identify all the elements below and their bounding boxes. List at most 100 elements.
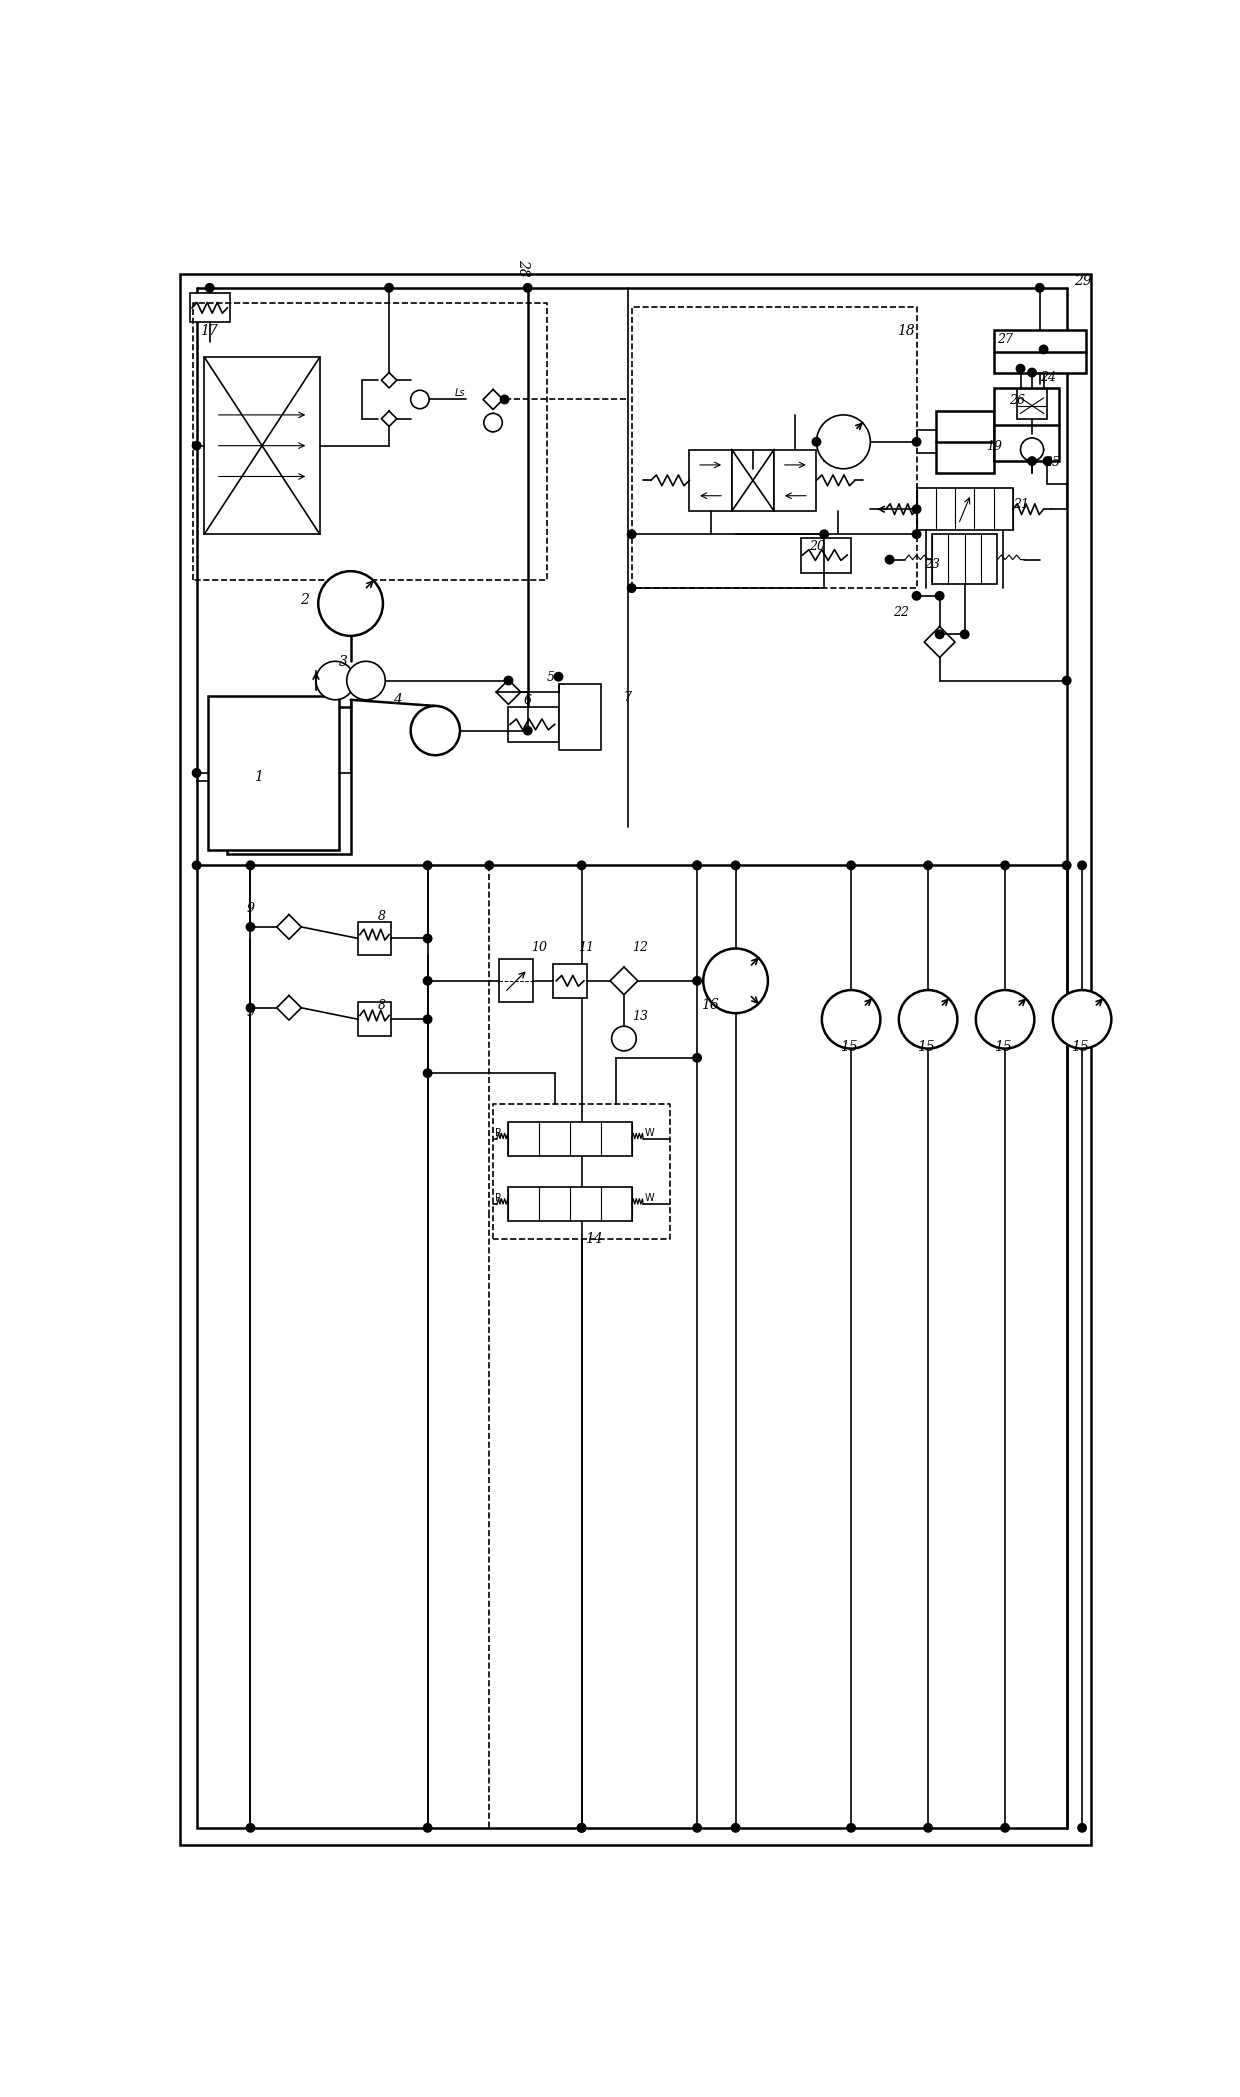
Bar xyxy=(801,539,851,572)
Circle shape xyxy=(935,629,944,640)
Bar xyxy=(932,535,997,585)
Text: 13: 13 xyxy=(631,1011,647,1023)
Circle shape xyxy=(627,531,636,539)
Circle shape xyxy=(847,1824,856,1833)
Text: 19: 19 xyxy=(986,440,1002,453)
Text: 24: 24 xyxy=(1040,371,1055,384)
Text: 7: 7 xyxy=(624,690,632,705)
Text: W: W xyxy=(645,1128,655,1137)
Text: 2: 2 xyxy=(300,593,310,608)
Circle shape xyxy=(554,673,563,682)
Bar xyxy=(993,388,1059,461)
Circle shape xyxy=(206,283,215,291)
Circle shape xyxy=(703,948,768,1013)
Circle shape xyxy=(484,413,502,432)
Circle shape xyxy=(192,862,201,870)
Circle shape xyxy=(820,531,828,539)
Circle shape xyxy=(247,1004,254,1013)
Bar xyxy=(500,958,533,1002)
Bar xyxy=(689,449,732,512)
Circle shape xyxy=(1035,283,1044,291)
Text: 18: 18 xyxy=(898,323,915,338)
Bar xyxy=(208,696,339,849)
Text: 15: 15 xyxy=(839,1040,857,1055)
Text: 27: 27 xyxy=(997,333,1013,346)
Circle shape xyxy=(319,570,383,635)
Bar xyxy=(774,449,816,512)
Text: 15: 15 xyxy=(1070,1040,1089,1055)
Circle shape xyxy=(1001,1824,1009,1833)
Text: 10: 10 xyxy=(532,942,548,954)
Bar xyxy=(508,1122,631,1155)
Text: 5: 5 xyxy=(547,671,556,684)
Bar xyxy=(553,965,587,998)
Circle shape xyxy=(885,556,894,564)
Circle shape xyxy=(578,1824,585,1833)
Text: 9: 9 xyxy=(247,902,254,916)
Text: 1: 1 xyxy=(254,770,263,784)
Text: 14: 14 xyxy=(585,1233,603,1246)
Circle shape xyxy=(935,591,944,600)
Bar xyxy=(916,489,1013,531)
Text: 29: 29 xyxy=(1074,275,1092,287)
Circle shape xyxy=(1028,369,1037,377)
Bar xyxy=(227,707,351,853)
Circle shape xyxy=(847,862,856,870)
Circle shape xyxy=(1043,457,1052,466)
Bar xyxy=(508,1187,631,1220)
Circle shape xyxy=(316,661,355,700)
Text: 11: 11 xyxy=(578,942,594,954)
Text: 20: 20 xyxy=(808,541,825,554)
Circle shape xyxy=(899,990,957,1048)
Bar xyxy=(205,356,320,535)
Text: 6: 6 xyxy=(523,694,532,707)
Circle shape xyxy=(347,661,386,700)
Text: 8: 8 xyxy=(377,998,386,1011)
Circle shape xyxy=(1039,346,1048,354)
Bar xyxy=(558,684,601,751)
Circle shape xyxy=(732,1824,740,1833)
Bar xyxy=(732,449,774,512)
Circle shape xyxy=(924,1824,932,1833)
Circle shape xyxy=(423,862,432,870)
Circle shape xyxy=(732,862,740,870)
Circle shape xyxy=(924,862,932,870)
Bar xyxy=(993,329,1086,373)
Circle shape xyxy=(1063,677,1071,686)
Circle shape xyxy=(485,862,494,870)
Bar xyxy=(358,1002,391,1036)
Circle shape xyxy=(1017,365,1024,373)
Circle shape xyxy=(423,1069,432,1078)
Circle shape xyxy=(1028,457,1037,466)
Circle shape xyxy=(423,935,432,944)
Text: 3: 3 xyxy=(339,654,348,669)
Text: 9: 9 xyxy=(247,1007,254,1019)
Circle shape xyxy=(410,707,460,755)
Circle shape xyxy=(505,677,512,686)
Circle shape xyxy=(961,629,968,640)
Circle shape xyxy=(501,394,508,405)
Text: 26: 26 xyxy=(1009,394,1025,407)
Circle shape xyxy=(913,505,921,514)
Circle shape xyxy=(693,862,702,870)
Circle shape xyxy=(523,283,532,291)
Circle shape xyxy=(423,1015,432,1023)
Circle shape xyxy=(812,438,821,447)
Text: 23: 23 xyxy=(924,558,940,570)
Circle shape xyxy=(611,1025,636,1051)
Circle shape xyxy=(192,442,201,451)
Text: W: W xyxy=(645,1193,655,1204)
Text: 12: 12 xyxy=(631,942,647,954)
Bar xyxy=(191,294,231,323)
Circle shape xyxy=(1001,862,1009,870)
Bar xyxy=(1017,390,1048,419)
Circle shape xyxy=(247,862,254,870)
Text: 15: 15 xyxy=(993,1040,1012,1055)
Bar xyxy=(358,921,391,956)
Circle shape xyxy=(523,726,532,734)
Circle shape xyxy=(1078,862,1086,870)
Circle shape xyxy=(1063,862,1071,870)
Text: Ls: Ls xyxy=(455,388,465,398)
Circle shape xyxy=(423,977,432,986)
Circle shape xyxy=(693,977,702,986)
